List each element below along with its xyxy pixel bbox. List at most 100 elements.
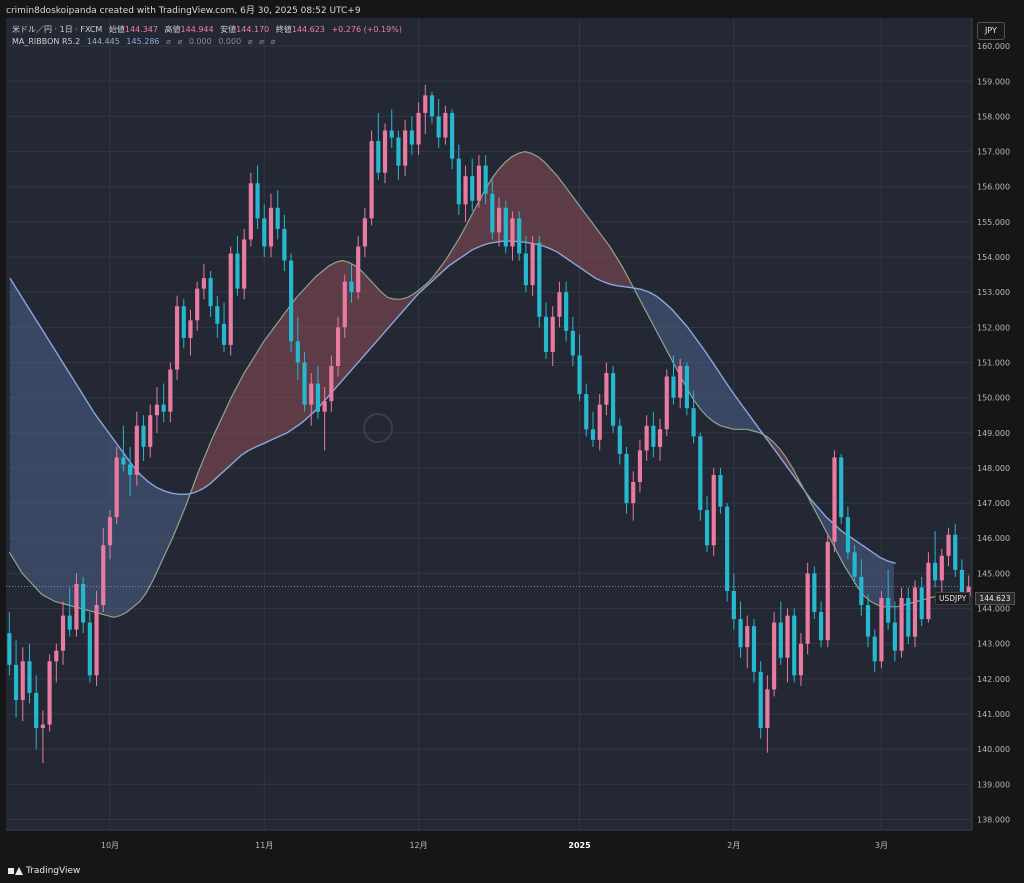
candle-body — [20, 661, 25, 700]
y-tick-label: 148.000 — [977, 464, 1010, 473]
candle-body — [731, 590, 736, 620]
y-tick-label: 144.000 — [977, 605, 1010, 614]
candle-body — [510, 218, 515, 247]
y-tick-label: 152.000 — [977, 323, 1010, 332]
candle-body — [604, 373, 609, 405]
low-label: 安値 — [220, 25, 237, 34]
indicator-value-4: ⌀ — [177, 37, 183, 46]
candle-body — [423, 95, 428, 113]
candle-body — [758, 671, 763, 729]
candle-body — [248, 183, 253, 240]
y-tick-label: 154.000 — [977, 253, 1010, 262]
candle-body — [54, 650, 59, 662]
tradingview-brand[interactable]: TradingView — [8, 866, 80, 876]
y-tick-label: 155.000 — [977, 218, 1010, 227]
candle-body — [242, 239, 247, 289]
candle-body — [228, 253, 233, 345]
y-tick-label: 150.000 — [977, 394, 1010, 403]
indicator-row: MA_RIBBON R5.2 144.445 145.286 ⌀ ⌀ 0.000… — [12, 36, 402, 48]
open-value: 144.347 — [124, 25, 158, 34]
close-value: 144.623 — [291, 25, 325, 34]
candle-body — [302, 362, 307, 405]
symbol-tag: USDJPY — [935, 592, 971, 605]
candle-body — [745, 626, 750, 648]
candle-body — [570, 330, 575, 356]
candle-body — [409, 130, 414, 145]
candle-body — [47, 661, 52, 725]
bottom-bar — [0, 862, 1024, 883]
indicator-name[interactable]: MA_RIBBON R5.2 — [12, 37, 81, 46]
symbol-label: 米ドル／円 · 1日 · FXCM — [12, 25, 103, 34]
chart-frame[interactable]: 138.000 139.000 140.000 141.000 142.000 143.0… — [6, 18, 1018, 860]
candle-body — [825, 541, 830, 641]
y-tick-label: 153.000 — [977, 288, 1010, 297]
candle-body — [651, 425, 656, 447]
candle-body — [818, 612, 824, 641]
y-tick-label: 159.000 — [977, 77, 1010, 86]
ribbon-bull-fill — [9, 278, 192, 618]
ohlc-row: 米ドル／円 · 1日 · FXCM 始値144.347 高値144.944 安値… — [12, 24, 402, 36]
candle-body — [235, 253, 240, 289]
candle-body — [369, 141, 374, 219]
ribbon-bear-fill — [191, 151, 634, 494]
low-value: 144.170 — [236, 25, 270, 34]
x-tick-label: 2月 — [727, 841, 740, 850]
indicator-value-3: ⌀ — [166, 37, 171, 46]
candle-body — [845, 517, 850, 553]
indicator-value-8: ⌀ — [259, 37, 264, 46]
y-tick-label: 138.000 — [977, 815, 1010, 824]
candle-body — [13, 664, 19, 700]
candle-body — [953, 534, 958, 570]
candle-body — [765, 689, 770, 729]
candle-body — [624, 453, 629, 504]
candle-body — [396, 137, 401, 166]
candle-body — [282, 228, 287, 261]
candle-body — [168, 369, 173, 412]
high-value: 144.944 — [180, 25, 214, 34]
candle-body — [289, 260, 294, 342]
candle-body — [40, 724, 45, 729]
candle-body — [523, 253, 528, 286]
candle-body — [772, 622, 777, 690]
candle-body — [839, 457, 844, 518]
x-tick-label: 2025 — [568, 841, 591, 850]
x-tick-label: 10月 — [101, 841, 119, 850]
candle-body — [107, 517, 113, 546]
candle-body — [128, 464, 133, 475]
candle-body — [792, 615, 797, 676]
candle-body — [919, 587, 924, 620]
candle-body — [181, 306, 186, 338]
candle-body — [349, 281, 354, 293]
candle-body — [215, 306, 220, 324]
candle-body — [691, 408, 696, 437]
open-label: 始値 — [108, 25, 125, 34]
candle-body — [798, 643, 804, 676]
candlestick-chart[interactable]: 138.000 139.000 140.000 141.000 142.000 143.0… — [6, 18, 1018, 860]
candle-body — [154, 404, 160, 416]
candle-body — [926, 562, 931, 620]
x-tick-label: 12月 — [409, 841, 427, 850]
candle-body — [892, 622, 897, 651]
candle-body — [644, 425, 649, 451]
y-tick-label: 143.000 — [977, 640, 1010, 649]
y-tick-label: 145.000 — [977, 569, 1010, 578]
indicator-value-9: ⌀ — [270, 37, 276, 46]
candle-body — [436, 116, 441, 138]
candle-body — [959, 569, 965, 595]
candle-body — [886, 598, 891, 623]
watermark-icon — [363, 413, 393, 443]
y-tick-label: 160.000 — [977, 42, 1010, 51]
candle-body — [329, 366, 334, 402]
candle-body — [322, 401, 327, 412]
candle-body — [543, 316, 549, 352]
brand-label: TradingView — [26, 866, 81, 876]
candle-body — [725, 506, 730, 591]
candle-body — [121, 457, 126, 465]
candle-body — [657, 429, 663, 447]
ma2-value: 145.286 — [126, 37, 160, 46]
candle-body — [490, 193, 495, 233]
candle-body — [275, 207, 280, 229]
candle-body — [315, 383, 321, 412]
currency-badge[interactable]: JPY — [977, 22, 1005, 40]
candle-body — [362, 218, 367, 247]
